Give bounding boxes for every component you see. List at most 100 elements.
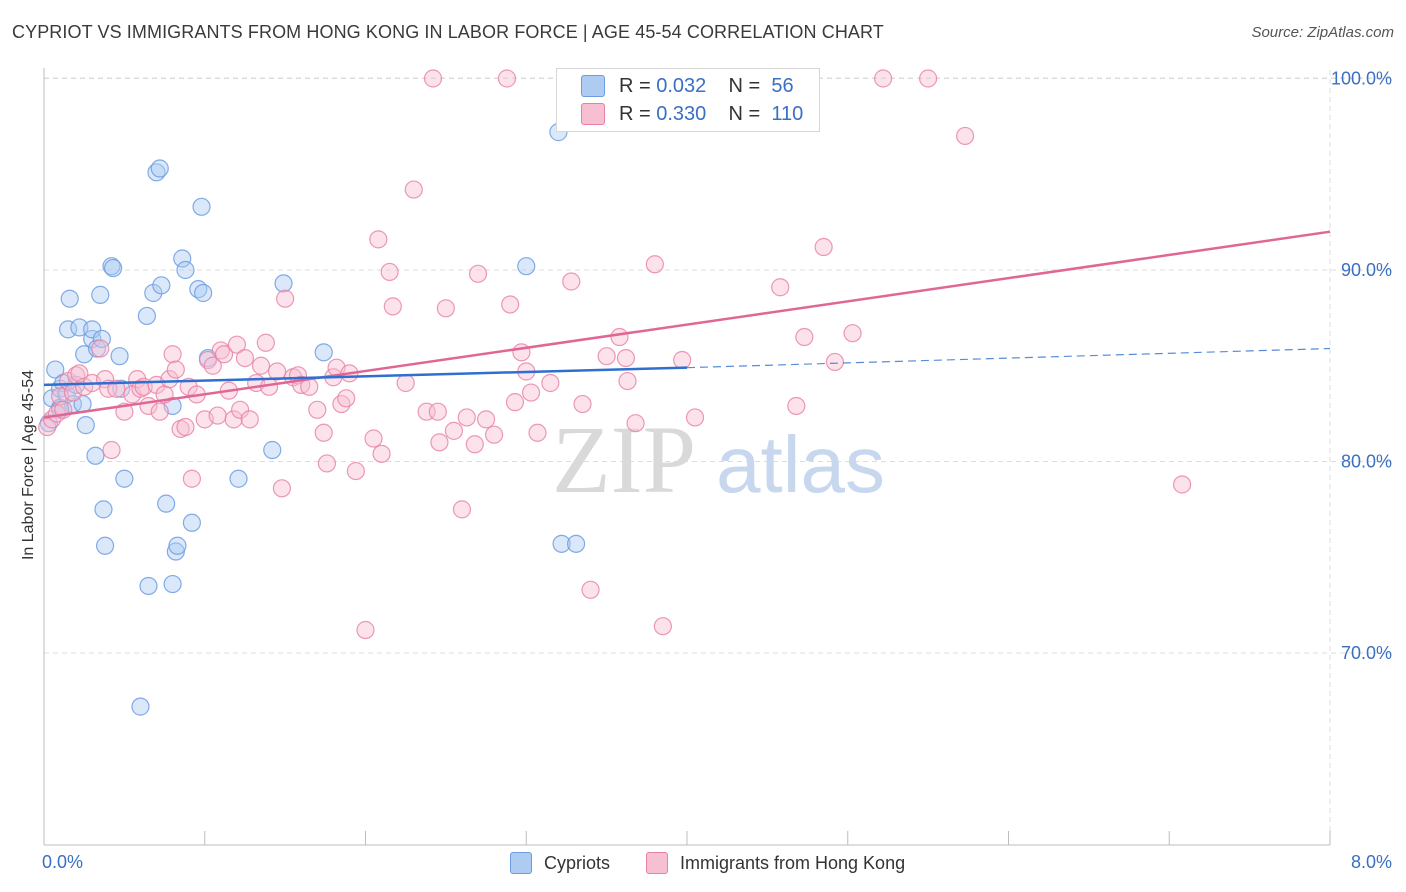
data-point-cypriots bbox=[59, 320, 78, 339]
data-point-cypriots bbox=[83, 320, 102, 339]
data-point-hong-kong bbox=[251, 356, 271, 375]
r-value: 0.330 bbox=[656, 102, 707, 125]
data-point-hong-kong bbox=[919, 69, 938, 88]
data-point-cypriots bbox=[104, 258, 123, 278]
data-point-hong-kong bbox=[428, 402, 447, 421]
data-point-cypriots bbox=[263, 440, 282, 460]
trend-lines bbox=[43, 230, 1331, 419]
data-point-cypriots bbox=[46, 360, 65, 379]
data-point-cypriots bbox=[137, 306, 156, 326]
data-point-cypriots bbox=[115, 469, 134, 488]
cypriots-legend-swatch bbox=[510, 852, 532, 874]
data-point-hong-kong bbox=[465, 435, 484, 454]
data-point-cypriots bbox=[566, 534, 586, 553]
n-label: N = bbox=[728, 74, 761, 97]
data-point-cypriots bbox=[110, 347, 129, 366]
r-value: 0.032 bbox=[656, 74, 707, 97]
data-point-hong-kong bbox=[150, 402, 169, 421]
data-point-hong-kong bbox=[573, 394, 592, 414]
data-point-hong-kong bbox=[468, 264, 488, 283]
stats-row-cypriots: R = 0.032 N = 56 bbox=[581, 73, 794, 99]
data-point-hong-kong bbox=[685, 408, 705, 427]
data-point-hong-kong bbox=[436, 299, 455, 318]
data-point-hong-kong bbox=[497, 69, 517, 88]
data-point-hong-kong bbox=[308, 400, 327, 419]
data-point-hong-kong bbox=[182, 469, 201, 488]
data-point-hong-kong bbox=[176, 417, 195, 437]
data-point-cypriots bbox=[152, 276, 171, 295]
data-point-hong-kong bbox=[787, 396, 806, 416]
y-tick-label: 90.0% bbox=[1341, 260, 1392, 280]
data-point-cypriots bbox=[131, 697, 150, 716]
chart-title: CYPRIOT VS IMMIGRANTS FROM HONG KONG IN … bbox=[12, 22, 884, 42]
data-point-hong-kong bbox=[163, 345, 182, 364]
x-tick-min: 0.0% bbox=[42, 852, 84, 872]
data-point-hong-kong bbox=[404, 180, 423, 199]
data-point-hong-kong bbox=[505, 393, 525, 412]
data-point-cypriots bbox=[139, 576, 158, 596]
stats-legend: R = 0.032 N = 56 R = 0.330 N = 110 bbox=[556, 68, 820, 132]
series-cypriots bbox=[39, 123, 586, 716]
trend-line-cypriots bbox=[43, 366, 688, 387]
data-point-hong-kong bbox=[562, 272, 581, 291]
data-point-cypriots bbox=[60, 289, 79, 308]
data-point-hong-kong bbox=[541, 373, 560, 393]
data-point-hong-kong bbox=[91, 339, 110, 358]
data-point-hong-kong bbox=[214, 345, 234, 364]
stats-row-hong-kong: R = 0.330 N = 110 bbox=[581, 101, 803, 127]
legend-item-cypriots[interactable]: Cypriots bbox=[510, 852, 610, 874]
y-tick-label: 100.0% bbox=[1331, 69, 1392, 89]
data-point-hong-kong bbox=[616, 348, 636, 368]
data-point-hong-kong bbox=[825, 352, 844, 372]
data-point-hong-kong bbox=[610, 327, 629, 347]
data-point-hong-kong bbox=[955, 126, 975, 146]
data-point-hong-kong bbox=[476, 410, 496, 429]
data-point-cypriots bbox=[157, 494, 176, 513]
data-point-cypriots bbox=[194, 283, 213, 303]
data-point-hong-kong bbox=[645, 255, 664, 274]
data-point-cypriots bbox=[182, 513, 201, 532]
data-point-hong-kong bbox=[1173, 475, 1192, 494]
watermark-atlas: atlas bbox=[716, 420, 885, 509]
n-value: 56 bbox=[771, 74, 794, 97]
data-point-cypriots bbox=[192, 197, 211, 216]
r-label: R = bbox=[619, 74, 651, 97]
data-point-hong-kong bbox=[314, 423, 333, 442]
data-point-hong-kong bbox=[276, 289, 295, 308]
legend-label-cypriots: Cypriots bbox=[544, 852, 611, 873]
data-point-cypriots bbox=[57, 385, 76, 404]
data-point-cypriots bbox=[91, 285, 110, 304]
series-hong-kong bbox=[38, 69, 1192, 640]
legend-item-hong-kong[interactable]: Immigrants from Hong Kong bbox=[646, 852, 905, 874]
data-point-hong-kong bbox=[771, 278, 790, 297]
data-point-hong-kong bbox=[485, 425, 504, 444]
data-point-hong-kong bbox=[235, 348, 255, 368]
data-point-hong-kong bbox=[102, 440, 121, 460]
data-point-hong-kong bbox=[107, 379, 126, 398]
data-point-hong-kong bbox=[618, 371, 637, 391]
cypriots-swatch bbox=[581, 75, 605, 97]
y-tick-labels: 100.0% 90.0% 80.0% 70.0% bbox=[1331, 69, 1392, 664]
data-point-cypriots bbox=[173, 249, 192, 268]
source-credit: Source: ZipAtlas.com bbox=[1251, 24, 1394, 41]
data-point-hong-kong bbox=[166, 360, 185, 379]
data-point-hong-kong bbox=[231, 400, 250, 419]
legend-label-hong-kong: Immigrants from Hong Kong bbox=[680, 852, 906, 873]
data-point-hong-kong bbox=[227, 335, 246, 354]
data-point-cypriots bbox=[95, 536, 115, 555]
data-point-hong-kong bbox=[457, 408, 476, 427]
data-point-cypriots bbox=[150, 159, 169, 178]
data-point-hong-kong bbox=[597, 347, 616, 366]
data-point-hong-kong bbox=[521, 383, 541, 402]
data-point-cypriots bbox=[76, 416, 95, 435]
data-point-hong-kong bbox=[364, 429, 383, 448]
data-point-hong-kong bbox=[332, 394, 351, 414]
data-point-hong-kong bbox=[673, 350, 692, 370]
data-point-hong-kong bbox=[256, 333, 275, 352]
data-point-cypriots bbox=[517, 257, 536, 276]
data-point-cypriots bbox=[552, 534, 571, 553]
data-point-hong-kong bbox=[224, 410, 243, 429]
data-point-hong-kong bbox=[423, 69, 443, 88]
data-point-cypriots bbox=[274, 274, 293, 293]
